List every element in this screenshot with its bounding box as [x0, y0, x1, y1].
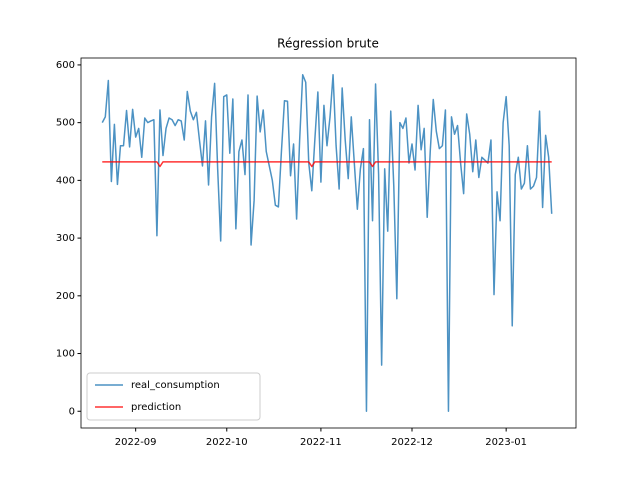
y-tick-label: 200 [56, 291, 75, 302]
y-tick-label: 500 [56, 118, 75, 129]
y-tick-label: 300 [56, 233, 75, 244]
legend-box [86, 372, 261, 421]
legend-label: prediction [131, 402, 181, 413]
legend-label: real_consumption [131, 380, 220, 391]
y-tick-label: 0 [69, 406, 75, 417]
y-tick-label: 100 [56, 349, 75, 360]
series-line [102, 161, 552, 168]
y-tick-label: 400 [56, 175, 75, 186]
chart-title: Régression brute [277, 37, 379, 51]
x-tick-label: 2022-09 [115, 437, 157, 448]
x-tick-label: 2022-11 [300, 437, 342, 448]
x-tick-label: 2022-10 [206, 437, 248, 448]
x-tick-label: 2023-01 [485, 437, 527, 448]
x-tick-label: 2022-12 [391, 437, 433, 448]
axes-frame [80, 57, 577, 429]
series-line [101, 73, 553, 413]
y-tick-label: 600 [56, 60, 75, 71]
